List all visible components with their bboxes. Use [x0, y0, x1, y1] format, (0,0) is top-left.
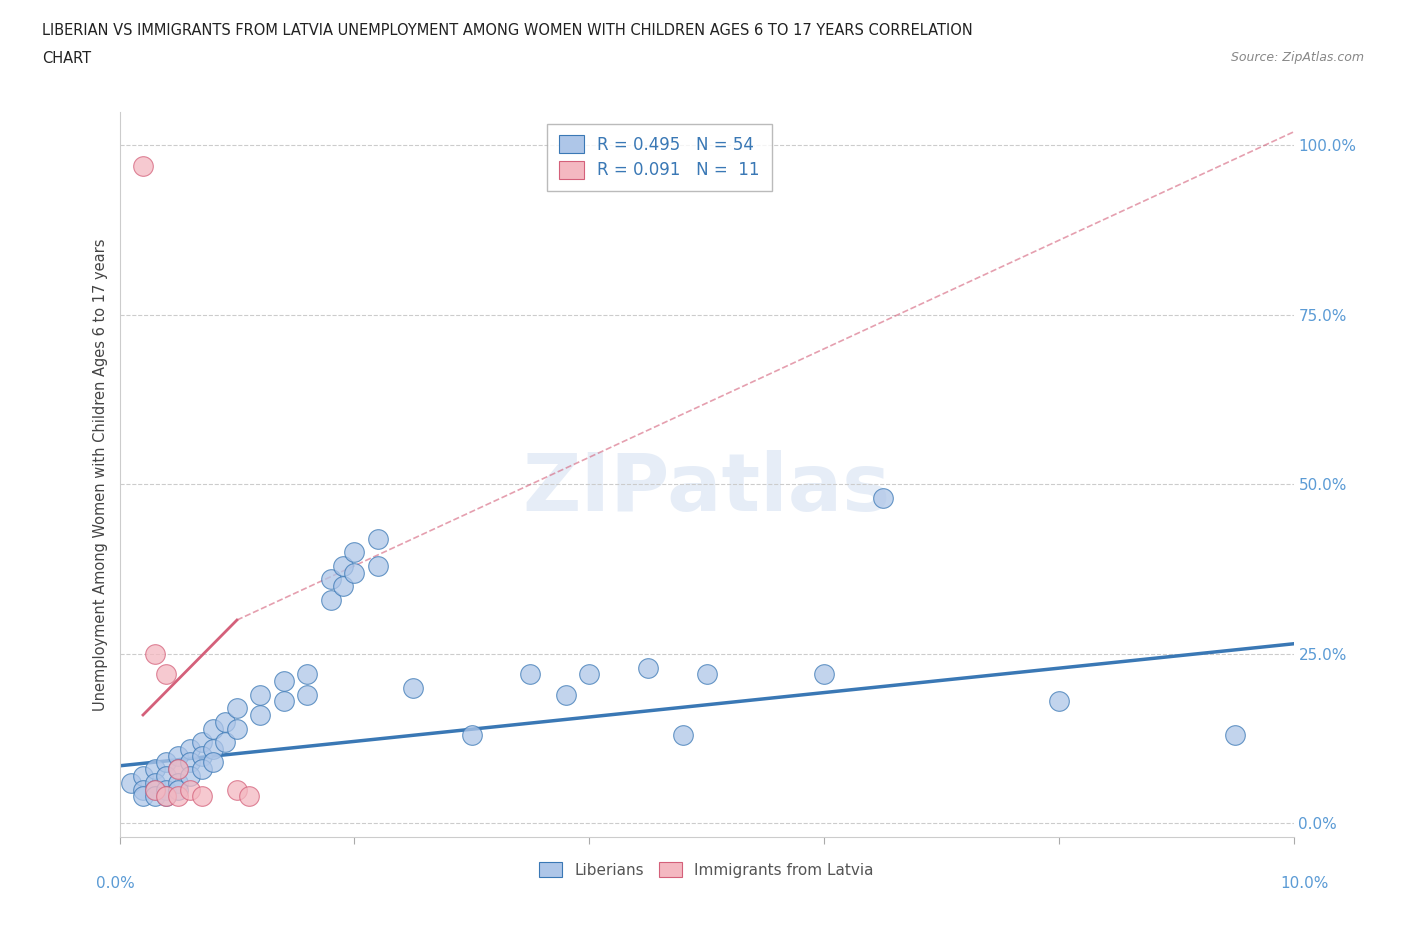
Text: LIBERIAN VS IMMIGRANTS FROM LATVIA UNEMPLOYMENT AMONG WOMEN WITH CHILDREN AGES 6: LIBERIAN VS IMMIGRANTS FROM LATVIA UNEMP… — [42, 23, 973, 38]
Point — [273, 694, 295, 709]
Point — [225, 721, 249, 736]
Point — [155, 755, 177, 770]
Point — [460, 728, 484, 743]
Point — [143, 782, 166, 797]
Point — [297, 687, 319, 702]
Point — [155, 782, 177, 797]
Point — [249, 687, 271, 702]
Point — [696, 667, 718, 682]
Point — [319, 592, 342, 607]
Text: 0.0%: 0.0% — [96, 876, 135, 891]
Point — [202, 721, 225, 736]
Point — [167, 782, 190, 797]
Text: 10.0%: 10.0% — [1281, 876, 1329, 891]
Point — [1047, 694, 1070, 709]
Point — [190, 762, 212, 777]
Text: Source: ZipAtlas.com: Source: ZipAtlas.com — [1230, 51, 1364, 64]
Point — [179, 755, 201, 770]
Point — [402, 681, 425, 696]
Point — [155, 768, 177, 783]
Point — [637, 660, 659, 675]
Point — [132, 158, 155, 173]
Point — [367, 531, 389, 546]
Point — [332, 578, 354, 593]
Point — [143, 789, 166, 804]
Point — [167, 789, 190, 804]
Point — [672, 728, 695, 743]
Point — [143, 646, 166, 661]
Point — [155, 667, 177, 682]
Point — [238, 789, 260, 804]
Point — [343, 565, 366, 580]
Text: CHART: CHART — [42, 51, 91, 66]
Point — [214, 735, 236, 750]
Point — [872, 491, 894, 506]
Point — [214, 714, 236, 729]
Point — [132, 782, 155, 797]
Point — [273, 673, 295, 688]
Point — [167, 776, 190, 790]
Point — [179, 741, 201, 756]
Point — [202, 755, 225, 770]
Point — [120, 776, 142, 790]
Text: ZIPatlas: ZIPatlas — [523, 450, 890, 528]
Point — [332, 558, 354, 573]
Point — [813, 667, 835, 682]
Point — [225, 782, 249, 797]
Point — [297, 667, 319, 682]
Point — [190, 789, 212, 804]
Point — [167, 749, 190, 764]
Y-axis label: Unemployment Among Women with Children Ages 6 to 17 years: Unemployment Among Women with Children A… — [93, 238, 108, 711]
Point — [578, 667, 600, 682]
Point — [202, 741, 225, 756]
Point — [132, 789, 155, 804]
Point — [225, 700, 249, 715]
Point — [132, 768, 155, 783]
Point — [190, 735, 212, 750]
Point — [367, 558, 389, 573]
Point — [519, 667, 541, 682]
Point — [155, 789, 177, 804]
Point — [179, 782, 201, 797]
Legend: Liberians, Immigrants from Latvia: Liberians, Immigrants from Latvia — [533, 856, 880, 884]
Point — [319, 572, 342, 587]
Point — [1223, 728, 1246, 743]
Point — [167, 762, 190, 777]
Point — [143, 762, 166, 777]
Point — [155, 789, 177, 804]
Point — [190, 749, 212, 764]
Point — [179, 768, 201, 783]
Point — [343, 545, 366, 560]
Point — [143, 776, 166, 790]
Point — [554, 687, 576, 702]
Point — [167, 762, 190, 777]
Point — [249, 708, 271, 723]
Point — [143, 782, 166, 797]
